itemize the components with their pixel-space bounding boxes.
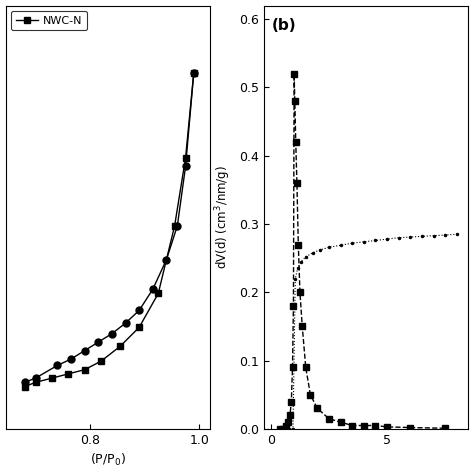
X-axis label: (P/P$_0$): (P/P$_0$) — [90, 452, 126, 468]
NWC-N — [182, 155, 188, 161]
NWC-N — [137, 325, 142, 330]
NWC-N — [117, 344, 123, 349]
NWC-N — [98, 358, 104, 364]
Line: NWC-N: NWC-N — [21, 70, 197, 390]
NWC-N — [65, 371, 71, 377]
Text: (b): (b) — [272, 18, 297, 33]
NWC-N — [33, 380, 38, 385]
NWC-N — [49, 375, 55, 381]
NWC-N — [191, 71, 197, 76]
Legend: NWC-N: NWC-N — [11, 11, 87, 30]
Y-axis label: dV(d) (cm$^3$/nm/g): dV(d) (cm$^3$/nm/g) — [214, 165, 234, 269]
NWC-N — [155, 291, 161, 296]
NWC-N — [22, 384, 27, 390]
NWC-N — [82, 367, 88, 373]
NWC-N — [172, 223, 177, 228]
